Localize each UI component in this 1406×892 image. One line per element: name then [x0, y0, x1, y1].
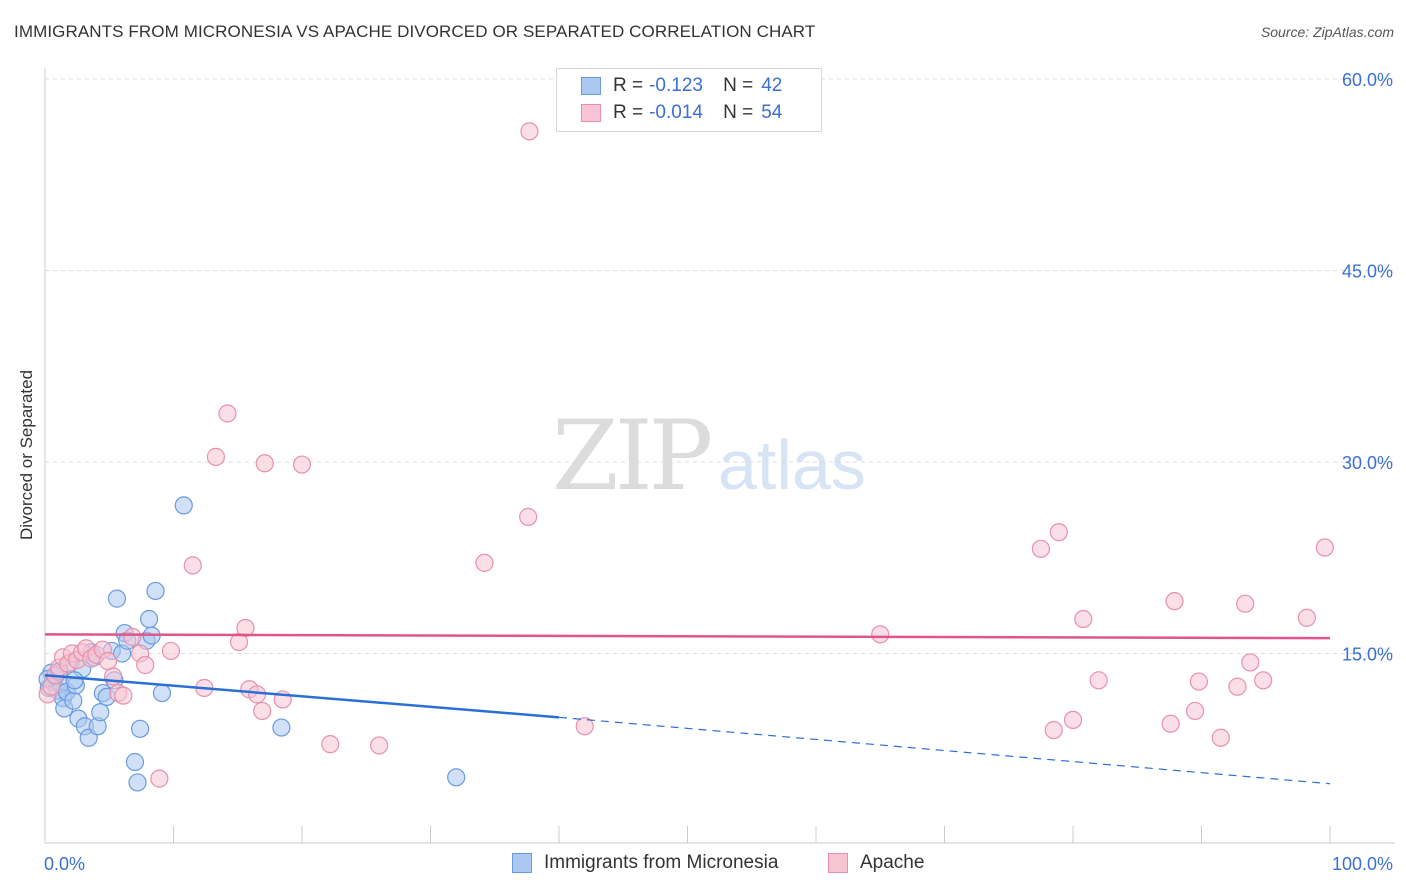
- apache-point: [575, 717, 594, 736]
- series-legend-label: Apache: [860, 852, 925, 873]
- y-tick-label: 45.0%: [1342, 262, 1393, 282]
- micronesia-point: [107, 589, 127, 608]
- legend-n-label: N =: [723, 75, 754, 96]
- apache-point: [183, 556, 202, 575]
- apache-point: [475, 553, 494, 572]
- apache-point: [114, 686, 133, 705]
- legend-swatch-micronesia: [581, 77, 601, 95]
- apache-point: [1089, 671, 1108, 690]
- apache-point: [1211, 728, 1230, 747]
- chart-title: IMMIGRANTS FROM MICRONESIA VS APACHE DIV…: [14, 22, 816, 41]
- apache-point: [1049, 523, 1068, 542]
- apache-point: [1254, 671, 1273, 690]
- apache-point: [871, 625, 890, 644]
- y-tick-label: 15.0%: [1342, 645, 1393, 665]
- apache-point: [1228, 677, 1247, 696]
- micronesia-point: [64, 691, 83, 710]
- legend-swatch-apache: [581, 104, 601, 122]
- y-tick-label: 60.0%: [1342, 70, 1393, 90]
- series-legend-apache[interactable]: Apache: [828, 852, 924, 874]
- legend-n-value: 42: [761, 75, 783, 96]
- apache-point: [236, 618, 255, 638]
- legend-r-value: -0.014: [649, 102, 703, 123]
- legend-row-micronesia: R = -0.123 N = 42: [581, 74, 782, 98]
- apache-point: [1161, 714, 1180, 733]
- apache-point: [321, 735, 340, 754]
- apache-point: [1297, 608, 1316, 627]
- apache-point: [1031, 539, 1050, 558]
- micronesia-point: [139, 609, 159, 629]
- series-swatch-micronesia: [512, 853, 532, 873]
- micronesia-point: [130, 719, 150, 738]
- series-legend-label: Immigrants from Micronesia: [544, 852, 779, 873]
- apache-point: [136, 655, 155, 675]
- apache-point: [370, 736, 389, 755]
- micronesia-trend-line: [44, 673, 560, 719]
- correlation-legend: R = -0.123 N = 42 R = -0.014 N = 54: [556, 68, 822, 132]
- micronesia-point: [125, 752, 145, 772]
- apache-point: [1044, 720, 1063, 740]
- apache-point: [218, 404, 237, 423]
- apache-point: [1185, 701, 1205, 721]
- apache-point: [1241, 653, 1260, 672]
- x-tick-label: 0.0%: [44, 854, 85, 874]
- y-axis-label: Divorced or Separated: [17, 369, 36, 541]
- legend-n-label: N =: [723, 102, 754, 123]
- legend-r-value: -0.123: [649, 75, 703, 96]
- micronesia-point: [447, 768, 466, 787]
- legend-row-apache: R = -0.014 N = 54: [581, 101, 782, 125]
- apache-point: [1315, 538, 1334, 557]
- apache-point: [255, 454, 274, 473]
- apache-point: [161, 641, 181, 661]
- micronesia-point: [91, 703, 110, 722]
- apache-point: [1236, 594, 1255, 613]
- x-tick-label: 100.0%: [1332, 854, 1393, 874]
- y-tick-label: 30.0%: [1342, 453, 1393, 473]
- apache-point: [1074, 609, 1093, 629]
- apache-point: [520, 122, 539, 141]
- apache-point: [1189, 672, 1209, 691]
- apache-point: [1063, 710, 1083, 729]
- micronesia-point: [65, 671, 84, 690]
- apache-point: [247, 685, 267, 704]
- micronesia-point: [152, 683, 172, 703]
- watermark-zip: ZIP: [552, 400, 713, 512]
- apache-point: [123, 627, 142, 647]
- watermark-atlas: atlas: [718, 426, 866, 504]
- legend-r-label: R =: [613, 102, 644, 123]
- legend-n-value: 54: [761, 102, 783, 123]
- apache-point: [253, 701, 272, 721]
- apache-point: [98, 652, 118, 671]
- legend-r-label: R =: [613, 75, 644, 96]
- micronesia-point: [272, 718, 291, 737]
- micronesia-point: [128, 773, 147, 792]
- micronesia-point: [174, 496, 193, 515]
- micronesia-point: [146, 581, 165, 601]
- series-swatch-apache: [828, 853, 848, 873]
- series-legend-micronesia[interactable]: Immigrants from Micronesia: [512, 852, 778, 874]
- micronesia-trend-extension: [558, 716, 1331, 785]
- source-label: Source: ZipAtlas.com: [1260, 24, 1394, 40]
- apache-point: [206, 447, 226, 466]
- apache-point: [519, 507, 538, 526]
- series-legend: Immigrants from Micronesia Apache: [0, 852, 1406, 878]
- apache-point: [292, 455, 312, 474]
- apache-point: [1165, 592, 1184, 611]
- apache-point: [150, 769, 169, 788]
- apache-trend-line: [44, 633, 1331, 640]
